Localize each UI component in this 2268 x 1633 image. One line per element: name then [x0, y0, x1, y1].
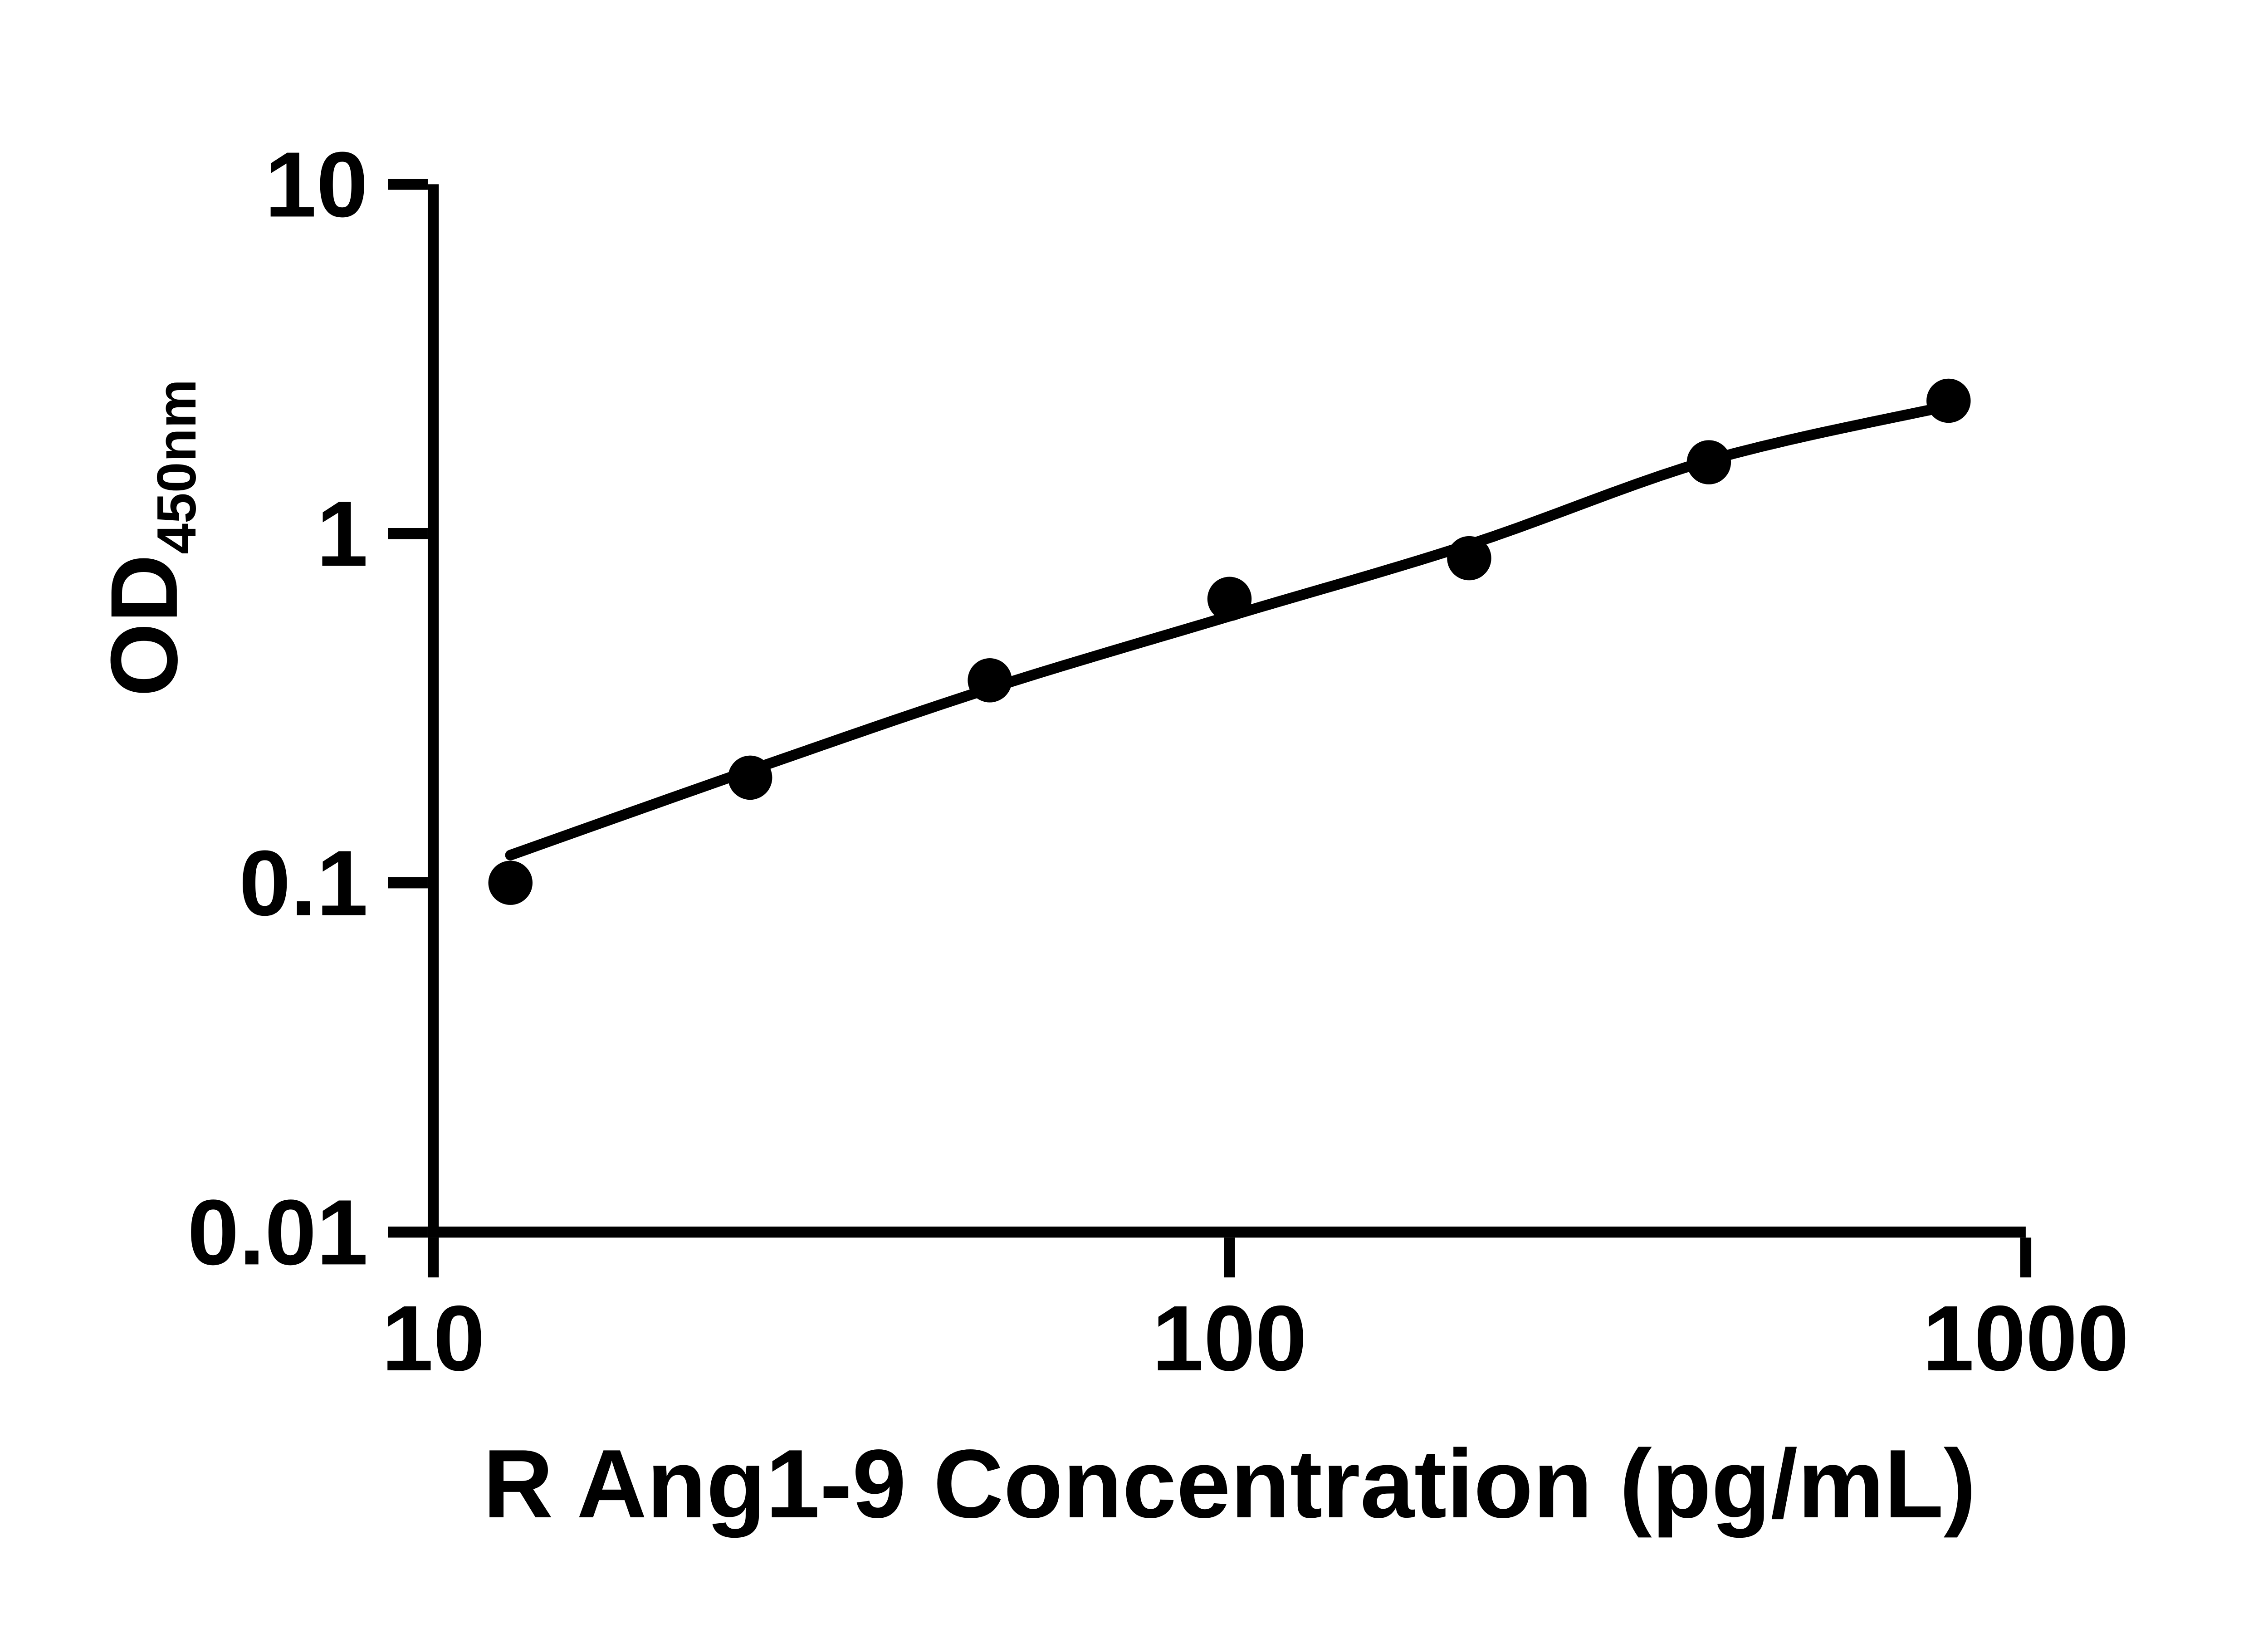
data-point	[968, 658, 1012, 703]
y-tick-label: 0.1	[239, 831, 368, 935]
x-tick-label: 10	[381, 1287, 485, 1390]
y-tick-label: 1	[317, 482, 368, 586]
data-point	[1686, 440, 1731, 484]
data-point	[728, 755, 772, 800]
data-point	[1207, 577, 1252, 621]
data-point	[488, 861, 533, 905]
data-point	[1926, 378, 1971, 423]
x-axis-title: R Ang1-9 Concentration (pg/mL)	[483, 1430, 1976, 1538]
x-tick-label: 100	[1152, 1287, 1307, 1390]
x-tick-label: 1000	[1922, 1287, 2129, 1390]
series-layer	[488, 378, 1971, 905]
plot-background	[0, 20, 2268, 1613]
y-axis-title-main: OD	[91, 554, 197, 697]
y-axis-title: OD450nm	[91, 379, 207, 697]
y-axis-title-subscript: 450nm	[146, 379, 207, 554]
y-tick-label: 0.01	[187, 1181, 368, 1284]
y-tick-label: 10	[265, 133, 368, 236]
data-point	[1447, 536, 1491, 581]
